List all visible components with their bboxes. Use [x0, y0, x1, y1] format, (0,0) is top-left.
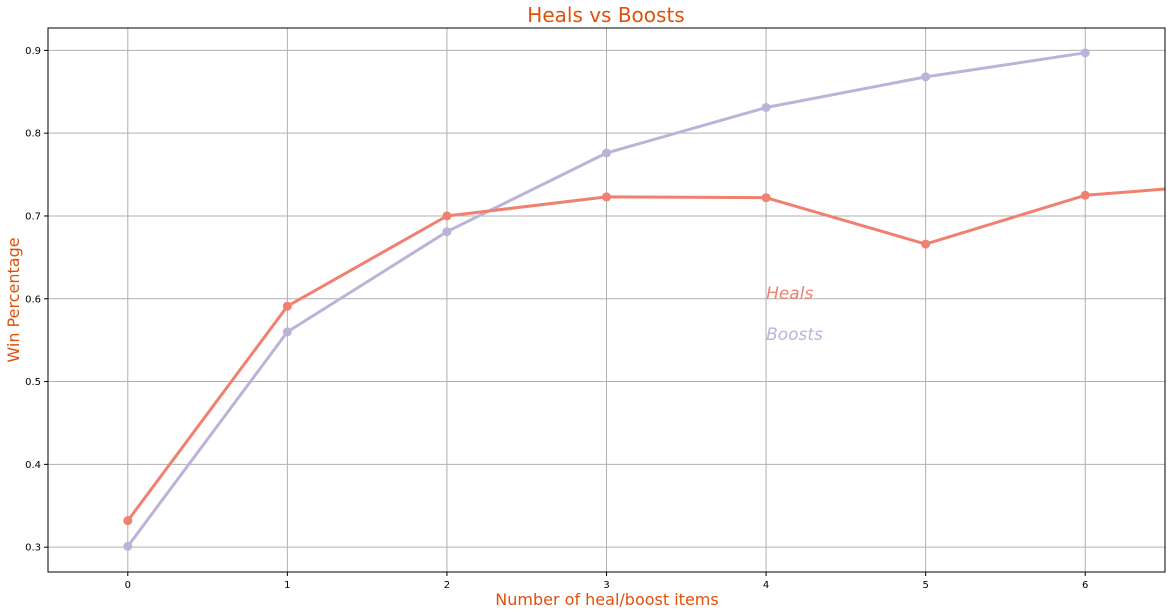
heals-point: [1080, 190, 1090, 200]
x-tick-label: 6: [1082, 580, 1088, 591]
series-layer: [123, 48, 1165, 551]
boosts-point: [442, 227, 452, 237]
heals-point: [761, 193, 771, 203]
x-tick-label: 1: [284, 580, 290, 591]
x-tick-label: 3: [603, 580, 609, 591]
y-tick-label: 0.3: [25, 543, 41, 554]
boosts-point: [602, 148, 611, 158]
heals-point: [602, 192, 611, 202]
y-axis-label: Win Percentage: [4, 237, 23, 362]
boosts-series: [123, 48, 1090, 551]
x-tick-label: 0: [125, 580, 131, 591]
x-tick-label: 5: [922, 580, 928, 591]
y-tick-label: 0.6: [25, 294, 41, 305]
heals-point: [123, 516, 133, 526]
grid: [48, 28, 1165, 572]
chart-title: Heals vs Boosts: [527, 3, 684, 27]
x-tick-label: 2: [444, 580, 450, 591]
y-tick-label: 0.8: [25, 129, 41, 140]
annotations: Heals Boosts: [766, 284, 823, 345]
x-axis-label: Number of heal/boost items: [495, 590, 718, 609]
y-tick-label: 0.7: [25, 211, 41, 222]
boosts-point: [1080, 48, 1090, 58]
heals-line: [126, 187, 1165, 522]
boosts-point: [921, 72, 931, 82]
boosts-point: [761, 102, 771, 112]
y-tick-label: 0.5: [25, 377, 41, 388]
heals-point: [442, 211, 452, 221]
boosts-annotation: Boosts: [766, 325, 823, 345]
x-tick-label: 4: [763, 580, 769, 591]
boosts-point: [123, 541, 133, 551]
y-tick-label: 0.9: [25, 46, 41, 57]
heals-series: [123, 187, 1165, 526]
ticks: 0 1 2 3 4 5 6 0.3 0.4 0.5 0.6 0.7 0.8 0.9: [25, 46, 1088, 591]
y-tick-label: 0.4: [25, 460, 41, 471]
heals-annotation: Heals: [766, 284, 813, 304]
boosts-point: [282, 327, 292, 337]
heals-point: [921, 239, 931, 249]
heals-point: [282, 301, 292, 311]
